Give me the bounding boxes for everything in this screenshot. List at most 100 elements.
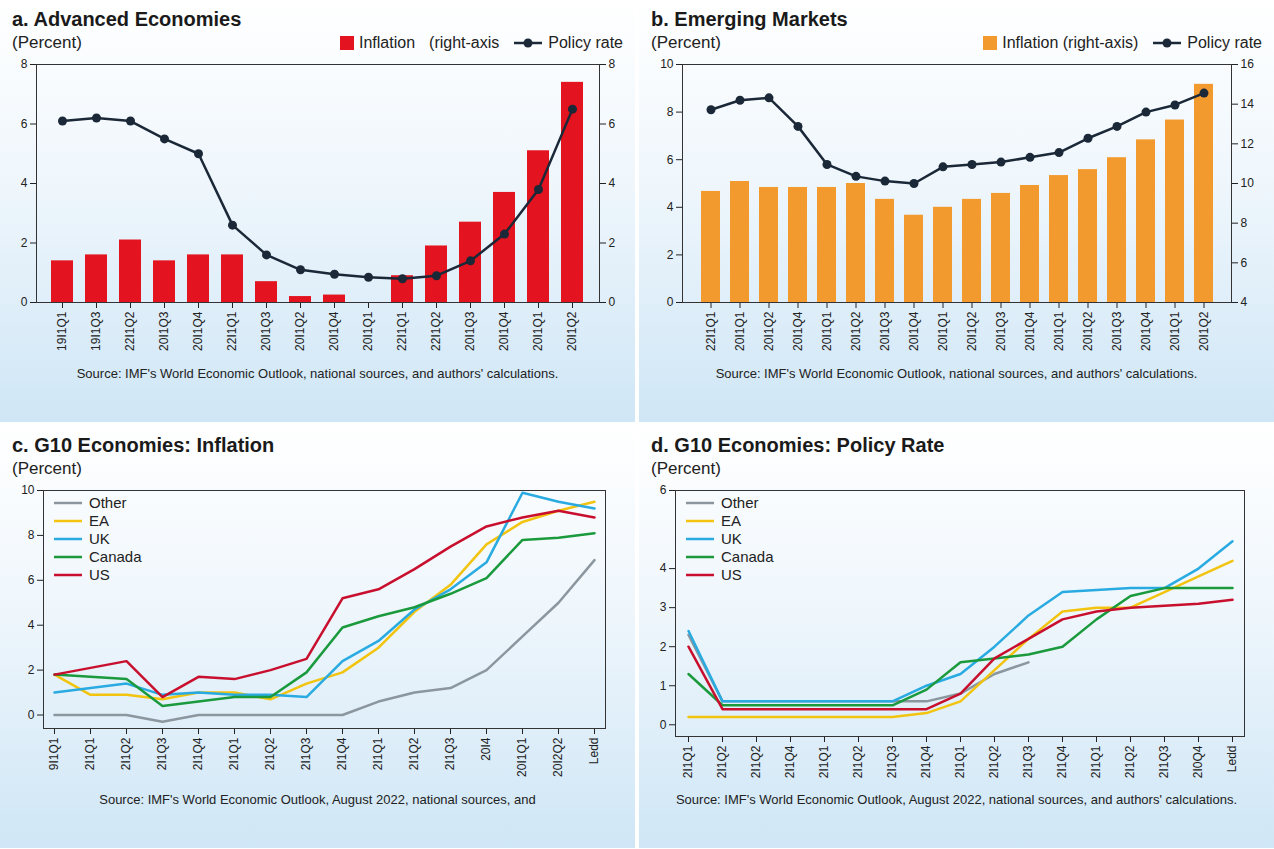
svg-text:2: 2 [667, 248, 674, 262]
svg-text:20I1Q2: 20I1Q2 [965, 311, 979, 351]
svg-text:2I1Q4: 2I1Q4 [783, 745, 797, 778]
svg-text:4: 4 [1241, 295, 1248, 309]
svg-text:20I1Q2: 20I1Q2 [565, 311, 579, 351]
svg-text:4: 4 [21, 176, 28, 190]
svg-text:2I1Q4: 2I1Q4 [919, 745, 933, 778]
svg-text:2I1Q3: 2I1Q3 [443, 737, 457, 770]
svg-text:2I1Q2: 2I1Q2 [407, 737, 421, 770]
svg-text:20I1Q1: 20I1Q1 [936, 311, 950, 351]
svg-text:2I1Q2: 2I1Q2 [1123, 745, 1137, 778]
svg-text:3: 3 [660, 600, 667, 614]
svg-text:20I1Q1: 20I1Q1 [1052, 311, 1066, 351]
svg-text:0: 0 [667, 295, 674, 309]
svg-text:20I4: 20I4 [479, 737, 493, 761]
svg-text:2I1Q1: 2I1Q1 [227, 737, 241, 770]
svg-text:2I1Q1: 2I1Q1 [83, 737, 97, 770]
svg-text:20I1Q3: 20I1Q3 [463, 311, 477, 351]
svg-text:20I1Q4: 20I1Q4 [191, 311, 205, 351]
svg-text:6: 6 [609, 117, 616, 131]
svg-text:2I1Q3: 2I1Q3 [1157, 745, 1171, 778]
svg-text:20I1Q1: 20I1Q1 [1168, 311, 1182, 351]
svg-text:20I1Q1: 20I1Q1 [733, 311, 747, 351]
svg-text:10: 10 [21, 483, 35, 497]
svg-text:20I1Q4: 20I1Q4 [907, 311, 921, 351]
svg-text:2I1Q1: 2I1Q1 [681, 745, 695, 778]
svg-text:22I1Q1: 22I1Q1 [395, 311, 409, 351]
svg-text:2I1Q3: 2I1Q3 [299, 737, 313, 770]
svg-text:8: 8 [667, 105, 674, 119]
svg-text:20I1Q1: 20I1Q1 [361, 311, 375, 351]
svg-text:6: 6 [660, 483, 667, 497]
svg-text:20I1Q2: 20I1Q2 [1197, 311, 1211, 351]
svg-text:4: 4 [28, 618, 35, 632]
svg-text:20I1Q3: 20I1Q3 [994, 311, 1008, 351]
svg-text:22I1Q2: 22I1Q2 [123, 311, 137, 351]
svg-text:0: 0 [660, 718, 667, 732]
svg-text:4: 4 [609, 176, 616, 190]
svg-text:20I1Q1: 20I1Q1 [820, 311, 834, 351]
svg-text:Ledd: Ledd [1225, 746, 1239, 773]
svg-text:2I1Q1: 2I1Q1 [953, 745, 967, 778]
svg-text:2I1Q3: 2I1Q3 [1021, 745, 1035, 778]
svg-text:2: 2 [28, 663, 35, 677]
svg-text:2I1Q1: 2I1Q1 [371, 737, 385, 770]
svg-text:20I1Q1: 20I1Q1 [531, 311, 545, 351]
svg-text:19I1Q1: 19I1Q1 [55, 311, 69, 351]
svg-text:12: 12 [1241, 137, 1255, 151]
svg-text:14: 14 [1241, 97, 1255, 111]
svg-text:2I1Q3: 2I1Q3 [885, 745, 899, 778]
svg-text:8: 8 [28, 528, 35, 542]
svg-text:22I1Q1: 22I1Q1 [704, 311, 718, 351]
svg-text:8: 8 [1241, 216, 1248, 230]
svg-text:2I1Q1: 2I1Q1 [1089, 745, 1103, 778]
svg-text:2I1Q4: 2I1Q4 [335, 737, 349, 770]
svg-text:1: 1 [660, 679, 667, 693]
svg-text:4: 4 [667, 200, 674, 214]
svg-text:20I1Q3: 20I1Q3 [157, 311, 171, 351]
svg-text:0: 0 [28, 708, 35, 722]
svg-text:20I1Q2: 20I1Q2 [293, 311, 307, 351]
svg-text:9I1Q1: 9I1Q1 [47, 737, 61, 770]
svg-text:2I1Q2: 2I1Q2 [851, 745, 865, 778]
svg-text:22I1Q2: 22I1Q2 [429, 311, 443, 351]
svg-text:16: 16 [1241, 57, 1255, 71]
svg-text:0: 0 [609, 295, 616, 309]
svg-text:20I1Q4: 20I1Q4 [1139, 311, 1153, 351]
svg-text:2I1Q2: 2I1Q2 [119, 737, 133, 770]
svg-text:8: 8 [609, 57, 616, 71]
svg-text:2I1Q4: 2I1Q4 [191, 737, 205, 770]
svg-text:10: 10 [660, 57, 674, 71]
svg-text:2: 2 [660, 640, 667, 654]
svg-text:6: 6 [667, 153, 674, 167]
svg-text:20I1Q3: 20I1Q3 [878, 311, 892, 351]
svg-text:20I1Q3: 20I1Q3 [1110, 311, 1124, 351]
svg-text:20I1Q3: 20I1Q3 [259, 311, 273, 351]
svg-text:6: 6 [1241, 256, 1248, 270]
svg-text:19I1Q3: 19I1Q3 [89, 311, 103, 351]
svg-text:6: 6 [21, 117, 28, 131]
svg-text:6: 6 [28, 573, 35, 587]
svg-text:20I1Q4: 20I1Q4 [497, 311, 511, 351]
svg-text:2: 2 [609, 236, 616, 250]
svg-text:22I1Q1: 22I1Q1 [225, 311, 239, 351]
svg-text:10: 10 [1241, 176, 1255, 190]
svg-text:20I1Q4: 20I1Q4 [327, 311, 341, 351]
svg-text:2I1Q2: 2I1Q2 [749, 745, 763, 778]
svg-text:20I1Q1: 20I1Q1 [515, 737, 529, 777]
svg-text:2I0Q4: 2I0Q4 [1191, 745, 1205, 778]
svg-text:Ledd: Ledd [587, 738, 601, 765]
svg-text:2I1Q3: 2I1Q3 [155, 737, 169, 770]
svg-text:20I1Q4: 20I1Q4 [791, 311, 805, 351]
svg-text:4: 4 [660, 561, 667, 575]
svg-text:2I1Q4: 2I1Q4 [1055, 745, 1069, 778]
svg-text:0: 0 [21, 295, 28, 309]
svg-text:2I1Q2: 2I1Q2 [987, 745, 1001, 778]
svg-text:20I1Q2: 20I1Q2 [849, 311, 863, 351]
svg-text:20I1Q2: 20I1Q2 [762, 311, 776, 351]
svg-text:2I1Q2: 2I1Q2 [263, 737, 277, 770]
svg-text:20I1Q4: 20I1Q4 [1023, 311, 1037, 351]
svg-text:2I1Q1: 2I1Q1 [817, 745, 831, 778]
svg-text:2: 2 [21, 236, 28, 250]
svg-text:20I2Q2: 20I2Q2 [551, 737, 565, 777]
svg-text:8: 8 [21, 57, 28, 71]
